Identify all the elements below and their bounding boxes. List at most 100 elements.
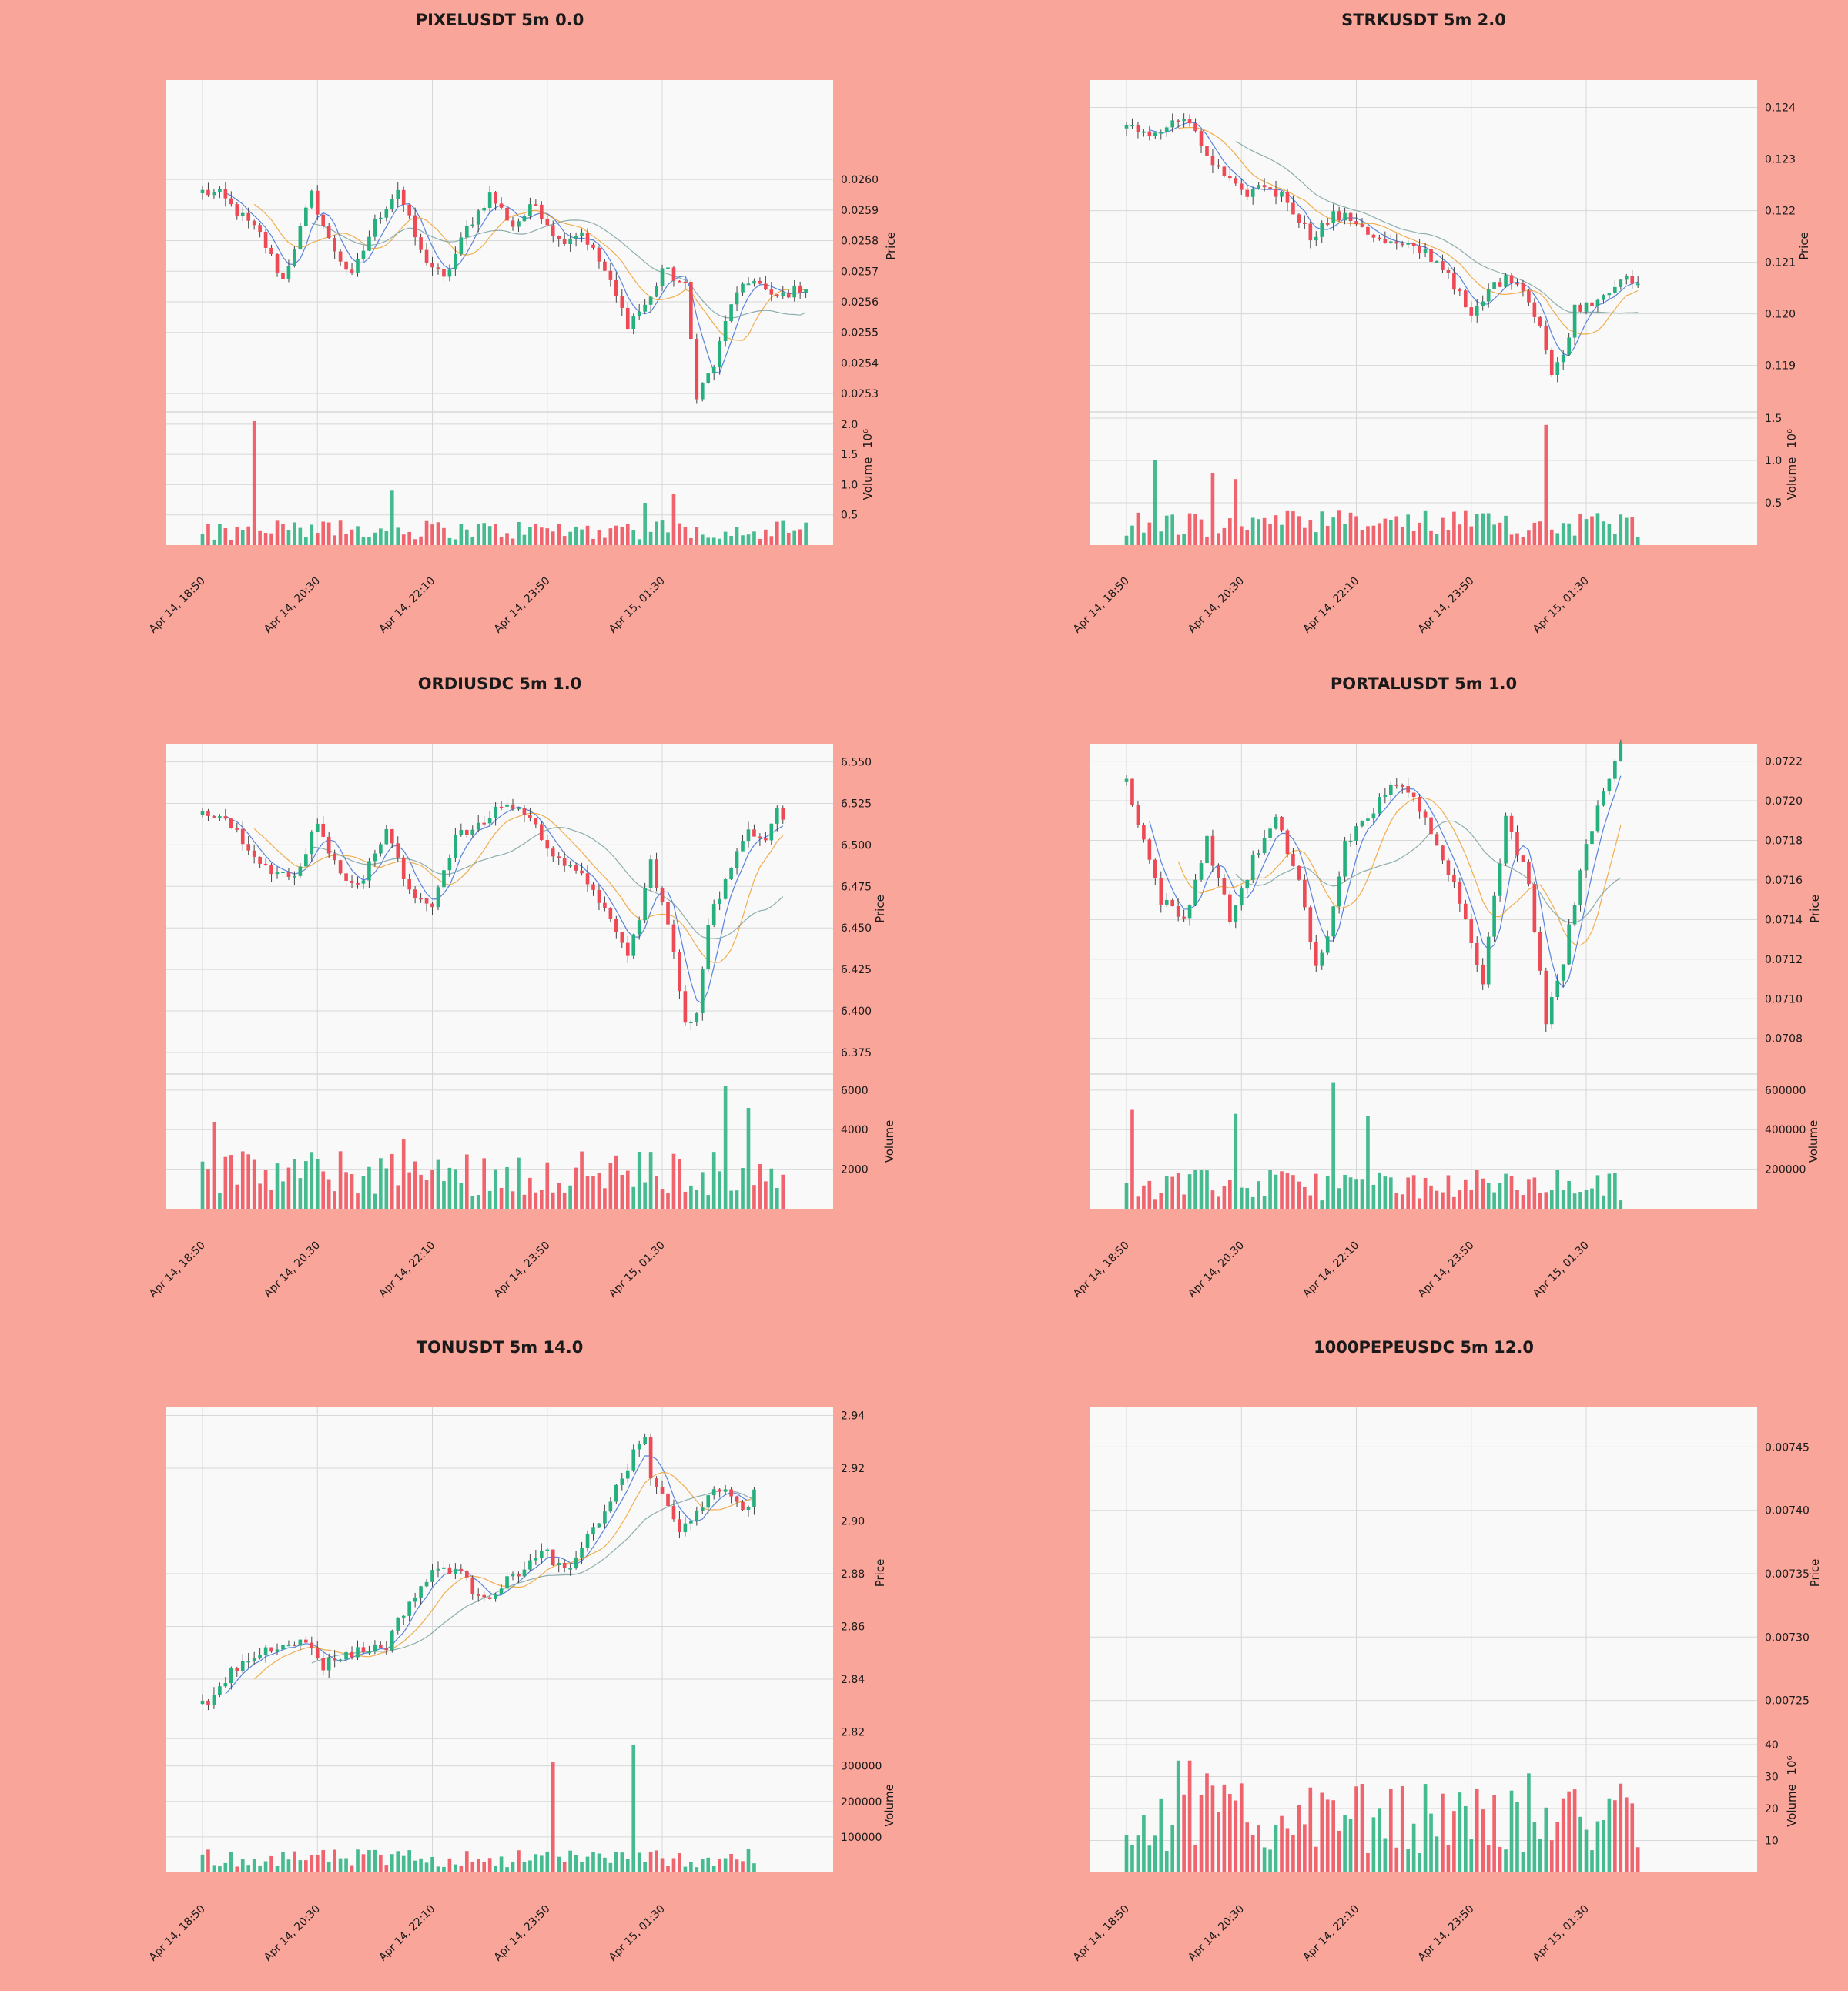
volume-bar xyxy=(614,1155,618,1209)
candle-body xyxy=(758,836,762,838)
volume-bar xyxy=(200,534,205,545)
volume-bar xyxy=(1378,523,1381,545)
candle-body xyxy=(1182,119,1186,122)
volume-bar xyxy=(407,531,411,545)
volume-bar xyxy=(1245,530,1250,545)
candle-body xyxy=(1130,778,1134,805)
volume-bar xyxy=(1194,1845,1197,1872)
volume-bar xyxy=(235,1866,239,1872)
volume-bar xyxy=(384,1168,389,1209)
price-tick-label: 6.450 xyxy=(841,922,872,935)
volume-bar xyxy=(1423,1784,1428,1872)
volume-bar xyxy=(648,1152,653,1209)
candle-body xyxy=(1613,761,1617,779)
volume-bar xyxy=(528,1860,532,1872)
volume-bar xyxy=(1561,1798,1565,1872)
volume-bar xyxy=(1354,1786,1358,1872)
candle-body xyxy=(1549,997,1554,1025)
volume-bar xyxy=(470,1862,475,1872)
candle-body xyxy=(235,204,239,216)
candle-body xyxy=(270,247,273,254)
candle-body xyxy=(1458,289,1462,292)
candle-body xyxy=(625,307,630,330)
candle-body xyxy=(700,1507,705,1511)
candle-body xyxy=(689,1521,693,1524)
candle-body xyxy=(637,920,641,935)
volume-bar xyxy=(1383,518,1388,545)
candle-body xyxy=(643,888,647,921)
volume-bar xyxy=(1371,1817,1376,1872)
candle-body xyxy=(350,1651,354,1658)
price-tick-label: 0.0720 xyxy=(1765,795,1803,808)
volume-bar xyxy=(304,1161,308,1209)
volume-bar xyxy=(1602,1819,1605,1872)
candle-body xyxy=(1285,830,1290,855)
volume-bar xyxy=(671,1153,676,1209)
candle-body xyxy=(326,226,331,239)
candle-body xyxy=(407,878,411,890)
volume-bar xyxy=(603,1857,607,1872)
candle-body xyxy=(212,192,216,196)
candle-body xyxy=(315,823,320,832)
volume-bar xyxy=(764,1181,768,1209)
volume-bar xyxy=(275,520,280,545)
candle-body xyxy=(769,289,774,295)
volume-bar xyxy=(1458,524,1462,545)
volume-bar xyxy=(1182,534,1186,545)
volume-bar xyxy=(1142,1815,1146,1872)
plot-area xyxy=(1090,80,1757,545)
candle-body xyxy=(1515,283,1519,285)
volume-bar xyxy=(304,1860,308,1872)
candle-body xyxy=(1147,131,1152,137)
chart-title: STRKUSDT 5m 2.0 xyxy=(1341,11,1506,29)
candle-body xyxy=(487,818,492,824)
candle-body xyxy=(568,865,572,867)
candle-body xyxy=(1348,212,1353,222)
volume-bar xyxy=(700,534,705,545)
candle-body xyxy=(1343,841,1347,877)
candle-body xyxy=(654,859,658,888)
price-tick-label: 0.00735 xyxy=(1765,1568,1810,1581)
volume-bar xyxy=(746,1107,751,1209)
moving-average-5 xyxy=(225,1455,755,1695)
candle-body xyxy=(718,898,721,905)
volume-bar xyxy=(1452,511,1456,545)
candle-body xyxy=(1124,125,1129,129)
volume-bar xyxy=(281,1852,285,1872)
candle-body xyxy=(333,853,336,861)
candle-body xyxy=(1205,146,1209,156)
candle-body xyxy=(603,261,607,271)
volume-bar xyxy=(1360,1784,1364,1872)
volume-bar xyxy=(293,1851,296,1872)
candle-body xyxy=(1222,878,1227,895)
volume-bar xyxy=(695,1867,699,1872)
volume-bar xyxy=(1481,513,1485,545)
volume-bar xyxy=(442,527,446,545)
volume-bar xyxy=(1199,519,1204,545)
volume-tick-label: 40 xyxy=(1765,1739,1779,1752)
volume-bar xyxy=(1234,479,1238,545)
volume-bar xyxy=(344,534,348,545)
volume-bar xyxy=(1331,1082,1335,1209)
candle-body xyxy=(258,1655,262,1658)
candle-body xyxy=(310,190,314,208)
candle-body xyxy=(1388,784,1393,795)
candle-body xyxy=(1452,273,1456,290)
volume-bar xyxy=(1492,1192,1496,1209)
volume-bar xyxy=(315,1855,320,1872)
volume-tick-label: 6000 xyxy=(841,1085,869,1097)
volume-bar xyxy=(511,1862,515,1872)
volume-bar xyxy=(1285,1828,1290,1872)
volume-bar xyxy=(1239,526,1244,545)
volume-bar xyxy=(1199,1170,1204,1209)
candle-body xyxy=(223,189,228,199)
candle-body xyxy=(447,1567,452,1574)
volume-bar xyxy=(746,534,751,545)
volume-bar xyxy=(263,533,268,545)
volume-bar xyxy=(540,527,544,545)
volume-bar xyxy=(689,1185,693,1209)
volume-exponent: 10⁶ xyxy=(861,429,875,448)
volume-bar xyxy=(505,1867,509,1872)
candle-body xyxy=(534,204,538,206)
